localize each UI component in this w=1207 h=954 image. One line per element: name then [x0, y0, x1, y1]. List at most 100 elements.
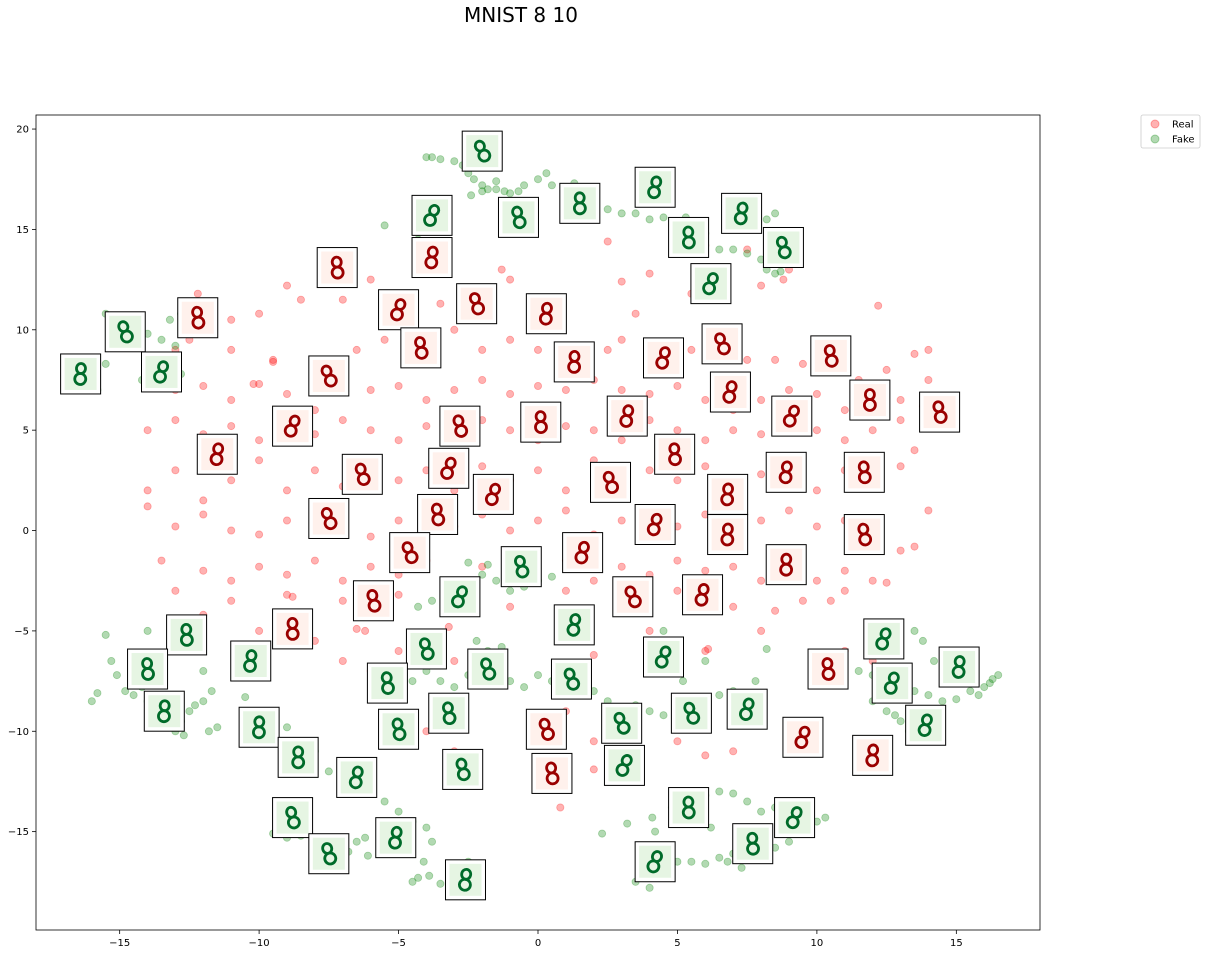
digit-glyph-bottom-loop: [431, 512, 446, 527]
digit-glyph: [538, 717, 555, 741]
digit-glyph: [423, 204, 441, 227]
point-fake: [651, 827, 660, 836]
point-fake: [514, 187, 523, 196]
digit-image-real: [525, 708, 567, 750]
y-tick-label: 5: [23, 426, 29, 437]
point-real: [910, 542, 919, 551]
point-real: [171, 522, 180, 531]
point-real: [701, 647, 710, 656]
point-fake: [380, 221, 389, 230]
point-fake: [776, 267, 785, 276]
point-fake: [924, 691, 933, 700]
point-fake: [966, 687, 975, 696]
point-fake: [394, 807, 403, 816]
digit-image-real: [612, 576, 654, 618]
digit-image-real: [308, 497, 350, 539]
digit-glyph-bottom-loop: [471, 301, 486, 316]
point-fake: [771, 269, 780, 278]
digit-glyph-bottom-loop: [616, 720, 631, 735]
point-real: [282, 281, 291, 290]
point-real: [603, 237, 612, 246]
digit-glyph-bottom-loop: [451, 594, 465, 609]
digit-glyph-bottom-loop: [404, 550, 419, 565]
point-real: [282, 570, 291, 579]
digit-glyph: [681, 795, 696, 820]
digit-glyph: [252, 715, 266, 740]
point-fake: [645, 883, 654, 892]
point-real: [255, 456, 264, 465]
point-fake: [896, 717, 905, 726]
point-fake: [324, 767, 333, 776]
point-real: [310, 466, 319, 475]
point-fake: [542, 169, 551, 178]
digit-image-fake: [308, 833, 350, 875]
digit-glyph: [574, 540, 590, 565]
point-real: [896, 416, 905, 425]
point-real: [338, 657, 347, 666]
digit-image-fake: [603, 744, 645, 786]
point-fake: [994, 671, 1003, 680]
digit-glyph: [452, 414, 469, 438]
legend: Real Fake: [1140, 114, 1201, 149]
point-real: [840, 436, 849, 445]
point-fake: [547, 572, 556, 581]
point-real: [589, 765, 598, 774]
digit-glyph: [875, 627, 892, 651]
point-real: [617, 562, 626, 571]
digit-image-real: [196, 433, 238, 475]
point-real: [436, 299, 445, 308]
digit-glyph-bottom-loop: [646, 859, 661, 874]
point-real: [143, 426, 152, 435]
legend-marker-fake: [1150, 134, 1160, 144]
point-real: [868, 426, 877, 435]
digit-image-fake: [127, 648, 169, 690]
digit-glyph: [857, 460, 872, 485]
digit-glyph: [511, 205, 527, 230]
digit-glyph-bottom-loop: [566, 676, 581, 691]
point-real: [255, 626, 264, 635]
digit-glyph: [430, 502, 446, 527]
point-fake: [715, 691, 724, 700]
digit-glyph-bottom-loop: [484, 492, 499, 507]
point-fake: [762, 215, 771, 224]
digit-image-real: [849, 379, 891, 421]
digit-glyph: [484, 482, 502, 507]
digit-glyph: [157, 699, 171, 724]
point-real: [812, 426, 821, 435]
digit-glyph-bottom-loop: [191, 315, 206, 330]
x-tick-label: 5: [674, 938, 680, 949]
digit-image-fake: [871, 662, 913, 704]
digit-image-real: [439, 405, 481, 447]
point-fake: [363, 851, 372, 860]
digit-glyph-bottom-loop: [615, 763, 630, 777]
digit-image-fake: [60, 353, 102, 395]
point-fake: [422, 153, 431, 162]
point-real: [310, 556, 319, 565]
point-fake: [645, 707, 654, 716]
point-fake: [204, 727, 213, 736]
digit-glyph-bottom-loop: [392, 727, 407, 742]
digit-glyph-bottom-loop: [424, 255, 439, 270]
point-fake: [500, 187, 509, 196]
digit-image-fake: [375, 817, 417, 859]
point-fake: [282, 723, 291, 732]
point-fake: [930, 657, 939, 666]
digit-glyph: [733, 201, 749, 226]
digit-glyph-bottom-loop: [538, 311, 553, 326]
point-real: [645, 389, 654, 398]
digit-glyph: [778, 460, 793, 485]
point-real: [701, 395, 710, 404]
digit-glyph: [720, 522, 735, 547]
digit-glyph-bottom-loop: [541, 727, 555, 741]
point-real: [227, 345, 236, 354]
digit-glyph-bottom-loop: [330, 265, 345, 280]
point-real: [269, 357, 278, 366]
point-real: [380, 335, 389, 344]
digit-image-real: [531, 752, 573, 794]
point-fake: [464, 558, 473, 567]
point-fake: [534, 671, 543, 680]
digit-glyph: [209, 442, 225, 467]
point-fake: [743, 797, 752, 806]
digit-glyph-bottom-loop: [73, 372, 88, 386]
digit-glyph-bottom-loop: [739, 707, 753, 721]
